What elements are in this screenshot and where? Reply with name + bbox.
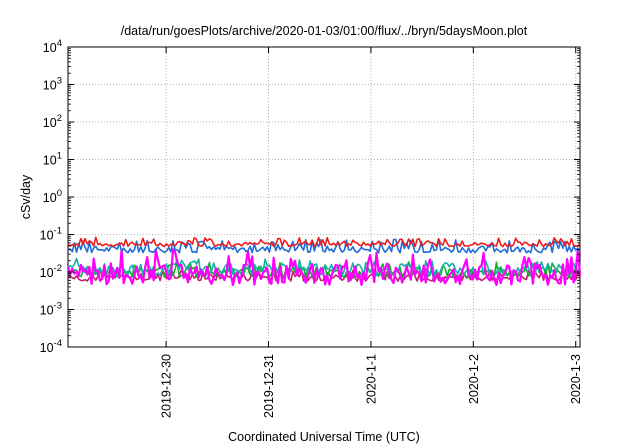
series-line-6 — [66, 248, 582, 287]
grid-lines — [68, 47, 580, 347]
x-tick-labels: 2019-12-30 2019-12-31 2020-1-1 2020-1-2 2020… — [160, 354, 584, 418]
x-tick-label: 2019-12-30 — [160, 354, 174, 418]
series-line-2 — [67, 238, 581, 254]
y-tick-label: 104 — [43, 38, 62, 55]
chart-title: /data/run/goesPlots/archive/2020-01-03/0… — [121, 24, 528, 38]
y-tick-label: 10-1 — [40, 226, 62, 243]
y-tick-label: 10-3 — [40, 301, 62, 318]
x-tick-label: 2020-1-3 — [569, 354, 583, 404]
y-tick-label: 101 — [43, 151, 62, 168]
y-tick-label: 100 — [43, 188, 62, 205]
x-tick-label: 2019-12-31 — [262, 354, 276, 418]
y-tick-label: 102 — [43, 113, 62, 130]
series-line-1 — [67, 236, 581, 248]
data-series — [66, 236, 582, 287]
x-tick-label: 2020-1-2 — [467, 354, 481, 404]
x-tick-label: 2020-1-1 — [364, 354, 378, 404]
y-tick-label: 10-4 — [40, 338, 62, 355]
y-axis-label: cSv/day — [19, 174, 33, 219]
y-tick-label: 103 — [43, 76, 62, 93]
axis-ticks — [68, 46, 580, 348]
x-axis-label: Coordinated Universal Time (UTC) — [228, 430, 420, 444]
y-tick-label: 10-2 — [40, 263, 62, 280]
y-tick-labels: 10-4 10-3 10-2 10-1 100 101 102 103 104 — [40, 38, 62, 355]
